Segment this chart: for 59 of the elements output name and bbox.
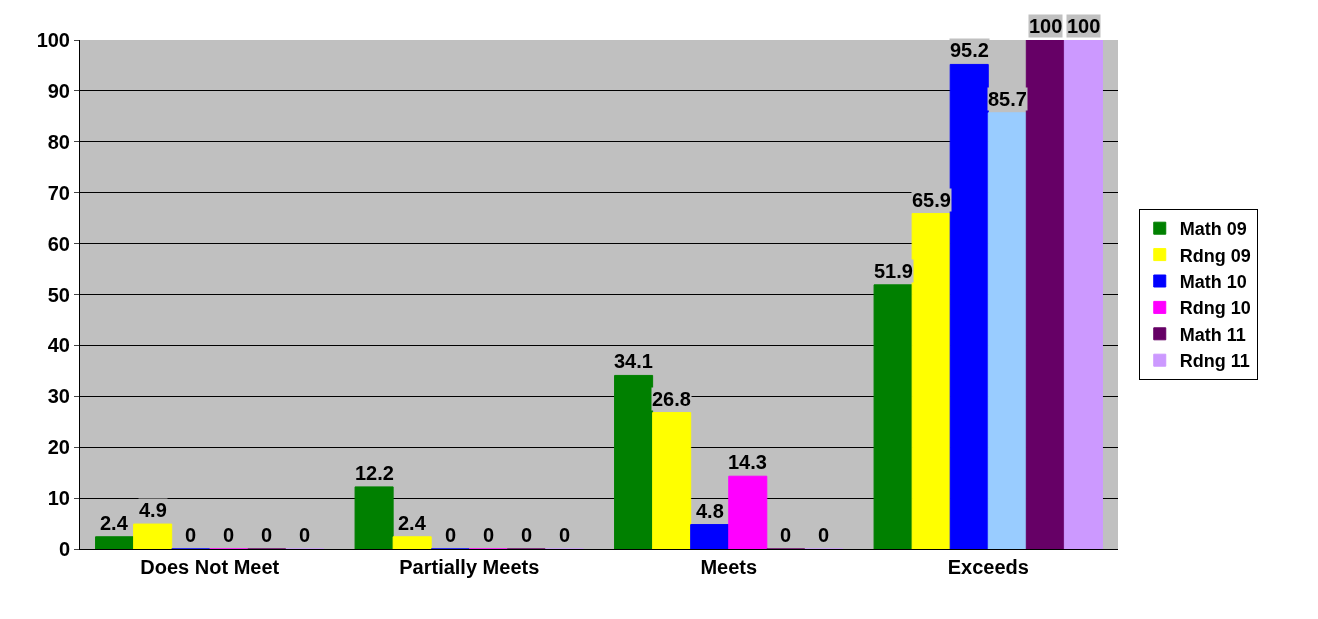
bar	[652, 412, 692, 549]
data-label: 26.8	[652, 388, 691, 410]
data-label: 0	[780, 524, 792, 546]
bar	[690, 524, 730, 549]
data-label: 14.3	[728, 451, 767, 473]
legend-label: Math 10	[1179, 272, 1247, 293]
data-label: 0	[299, 524, 311, 546]
data-label: 0	[559, 524, 571, 546]
y-tick-label: 50	[47, 283, 70, 306]
data-label: 0	[818, 524, 830, 546]
x-tick-label: Does Not Meet	[140, 556, 280, 578]
y-tick-label: 40	[47, 334, 70, 357]
bar	[911, 213, 951, 549]
bar	[614, 374, 654, 549]
data-label: 2.4	[398, 512, 427, 534]
legend-label: Math 11	[1179, 324, 1246, 345]
x-tick-label: Exceeds	[947, 556, 1029, 578]
bar	[728, 475, 768, 549]
data-label: 65.9	[912, 189, 951, 211]
data-label: 34.1	[614, 350, 653, 372]
data-label: 12.2	[355, 462, 394, 484]
data-label: 0	[445, 524, 457, 546]
data-label: 85.7	[988, 88, 1027, 110]
bar	[1063, 40, 1103, 549]
y-tick-label: 70	[47, 181, 70, 204]
data-label: 2.4	[100, 512, 129, 534]
bar	[949, 63, 989, 549]
data-label: 95.2	[950, 39, 989, 61]
data-label: 4.9	[139, 499, 167, 521]
y-tick-label: 0	[58, 538, 70, 560]
y-tick-label: 30	[47, 385, 70, 408]
legend-label: Rdng 10	[1179, 298, 1251, 319]
bar	[133, 523, 173, 549]
data-label: 100	[1067, 15, 1101, 37]
bar	[987, 112, 1027, 549]
y-tick-label: 100	[36, 29, 70, 51]
data-label: 0	[223, 524, 235, 546]
y-tick-label: 20	[47, 436, 70, 459]
y-tick-label: 10	[47, 487, 70, 510]
bar	[354, 486, 394, 549]
bar	[95, 536, 135, 549]
x-tick-label: Partially Meets	[399, 556, 540, 578]
y-tick-label: 60	[47, 232, 70, 255]
x-tick-label: Meets	[700, 556, 758, 578]
data-label: 0	[261, 524, 273, 546]
data-label: 0	[483, 524, 495, 546]
data-label: 51.9	[874, 260, 913, 282]
data-label: 0	[521, 524, 533, 546]
bar	[1025, 40, 1065, 549]
data-label: 4.8	[696, 500, 724, 522]
legend-label: Rdng 11	[1179, 351, 1250, 372]
bar	[873, 284, 913, 549]
y-tick-label: 80	[47, 130, 70, 153]
legend-label: Math 09	[1179, 219, 1247, 240]
legend-label: Rdng 09	[1179, 245, 1251, 266]
data-label: 100	[1029, 15, 1063, 37]
data-label: 0	[185, 524, 197, 546]
bar	[392, 536, 432, 549]
y-tick-label: 90	[47, 79, 70, 102]
